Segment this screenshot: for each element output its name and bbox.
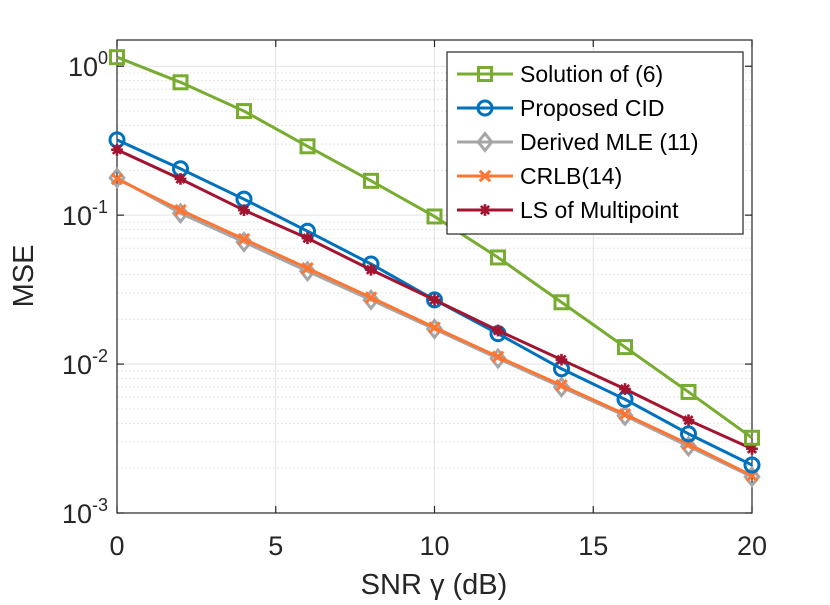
y-tick-label: 10-2 — [62, 346, 108, 380]
marker-square — [426, 208, 443, 225]
x-axis-title: SNR γ (dB) — [361, 569, 508, 601]
legend-label: Proposed CID — [520, 95, 664, 121]
marker-square — [490, 249, 506, 266]
marker-asterisk — [492, 324, 504, 337]
marker-square — [744, 429, 760, 446]
marker-x — [428, 321, 441, 334]
marker-x — [555, 379, 568, 392]
legend-entry: Derived MLE (11) — [457, 129, 699, 155]
marker-circle — [743, 456, 761, 474]
series-ls-of-multipoint — [111, 143, 758, 455]
legend-label: LS of Multipoint — [520, 197, 679, 223]
marker-x — [618, 408, 632, 421]
marker-x — [174, 203, 187, 217]
marker-x — [301, 261, 314, 275]
legend-entry: Solution of (6) — [457, 61, 663, 87]
marker-square — [299, 138, 316, 155]
x-tick-label: 15 — [578, 531, 608, 561]
x-tick-label: 0 — [109, 531, 124, 561]
x-tick-label: 20 — [737, 531, 767, 561]
series-line — [116, 55, 753, 439]
marker-square — [680, 383, 697, 400]
marker-diamond — [476, 131, 494, 153]
tick-labels: 0 5 10 15 20 10-3 10-2 10-1 100 — [62, 48, 767, 561]
series-crlb-14 — [110, 172, 759, 482]
legend-entry: CRLB(14) — [457, 163, 622, 189]
legend-entry: Proposed CID — [457, 95, 664, 121]
marker-asterisk — [428, 293, 441, 306]
marker-diamond — [298, 260, 317, 283]
marker-square — [109, 49, 125, 66]
legend-label: CRLB(14) — [520, 163, 622, 189]
legend: Solution of (6) Proposed CID Derived MLE (… — [446, 51, 744, 235]
marker-x — [491, 350, 505, 364]
y-tick-label: 100 — [68, 48, 108, 82]
marker-x — [237, 232, 251, 246]
legend-label: Solution of (6) — [520, 61, 663, 87]
x-tick-label: 10 — [419, 531, 449, 561]
marker-asterisk — [301, 232, 314, 245]
marker-square — [236, 103, 252, 120]
marker-x — [110, 172, 124, 186]
marker-asterisk — [174, 173, 187, 185]
marker-asterisk — [238, 204, 250, 217]
marker-diamond — [171, 202, 190, 225]
marker-circle — [476, 99, 494, 117]
marker-square — [617, 339, 633, 356]
marker-square — [363, 172, 379, 189]
marker-square — [553, 294, 570, 311]
y-axis-title: MSE — [8, 245, 40, 308]
marker-x — [478, 169, 492, 183]
x-tick-label: 5 — [268, 531, 283, 561]
marker-asterisk — [479, 204, 491, 216]
y-tick-label: 10-3 — [62, 495, 108, 529]
marker-square — [172, 74, 189, 91]
axes — [116, 39, 753, 514]
marker-circle — [426, 291, 443, 309]
marker-asterisk — [365, 263, 377, 276]
series-solution-of-6 — [109, 49, 760, 446]
marker-asterisk — [746, 442, 758, 455]
marker-circle — [680, 425, 697, 443]
legend-label: Derived MLE (11) — [520, 129, 699, 155]
marker-asterisk — [111, 143, 123, 156]
marker-diamond — [235, 231, 253, 253]
marker-asterisk — [555, 353, 568, 366]
y-tick-label: 10-1 — [62, 197, 108, 231]
marker-square — [477, 66, 493, 82]
marker-asterisk — [619, 383, 631, 395]
marker-x — [364, 291, 378, 304]
marker-asterisk — [682, 414, 695, 427]
series — [108, 49, 761, 488]
legend-entry: LS of Multipoint — [457, 197, 679, 223]
